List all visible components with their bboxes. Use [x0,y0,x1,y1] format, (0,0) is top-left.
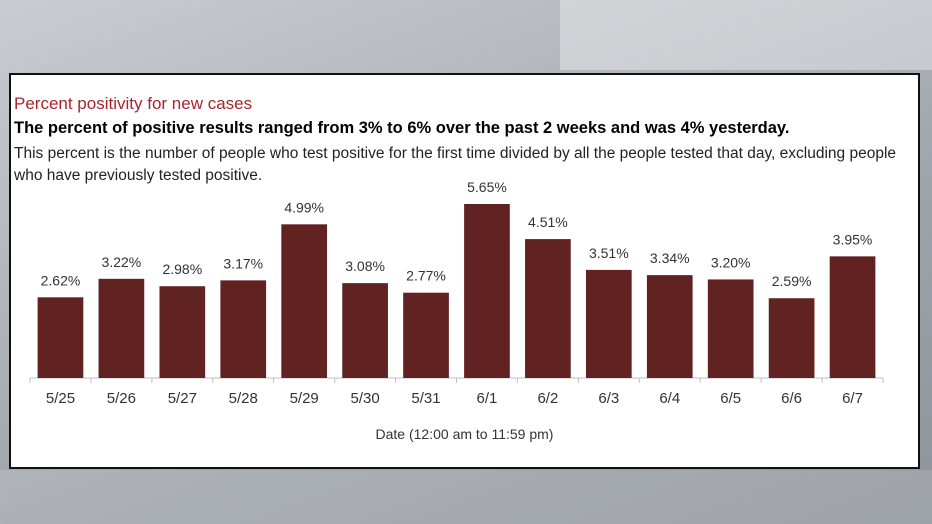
bar-6/5 [707,279,754,378]
bar-5/27 [159,286,206,378]
bar-6/4 [646,275,693,378]
x-tick-label-6/4: 6/4 [659,390,680,407]
data-label-5/27: 2.98% [162,261,202,277]
x-tick-label-6/3: 6/3 [598,390,619,407]
data-label-5/31: 2.77% [406,268,446,284]
chart-title: Percent positivity for new cases [14,94,253,113]
data-label-6/5: 3.20% [711,254,751,270]
x-tick-label-5/25: 5/25 [46,390,75,407]
bar-5/29 [281,224,328,378]
x-tick-label-5/29: 5/29 [290,390,319,407]
x-axis-label: Date (12:00 am to 11:59 pm) [375,426,554,442]
chart-panel: Percent positivity for new cases The per… [9,73,920,469]
bar-chart: 2.62% 5/25 3.22% 5/26 2.98% 5/27 3.17% 5/28 4.99… [29,179,884,407]
bar-6/6 [768,298,815,378]
data-label-5/25: 2.62% [41,272,81,288]
x-tick-label-5/31: 5/31 [411,390,440,407]
bar-5/25 [37,297,84,378]
data-label-5/26: 3.22% [102,254,142,270]
x-tick-label-6/1: 6/1 [477,390,498,407]
data-label-6/4: 3.34% [650,250,690,266]
bar-6/1 [464,204,510,378]
chart-description: This percent is the number of people who… [14,145,897,184]
x-tick-label-6/7: 6/7 [842,390,863,407]
data-label-6/1: 5.65% [467,179,507,195]
data-label-6/3: 3.51% [589,245,629,261]
data-label-5/29: 4.99% [284,199,324,215]
x-tick-label-5/30: 5/30 [351,390,380,407]
x-tick-label-5/27: 5/27 [168,390,197,407]
bar-5/28 [220,280,267,378]
chart-subtitle: The percent of positive results ranged f… [14,119,790,137]
data-label-6/2: 4.51% [528,214,568,230]
x-tick-label-6/5: 6/5 [720,390,741,407]
data-label-5/28: 3.17% [223,255,263,271]
x-tick-label-5/28: 5/28 [229,390,258,407]
background-stripe [560,0,932,70]
x-tick-label-5/26: 5/26 [107,390,136,407]
bar-5/30 [342,283,388,378]
bar-6/7 [829,256,876,378]
x-tick-label-6/6: 6/6 [781,390,802,407]
data-label-6/6: 2.59% [772,273,812,289]
bar-5/31 [403,292,449,378]
background-stripe [0,470,932,524]
x-tick-label-6/2: 6/2 [537,390,558,407]
bar-6/2 [525,239,571,378]
data-label-5/30: 3.08% [345,258,385,274]
data-label-6/7: 3.95% [833,231,873,247]
bar-6/3 [585,269,632,378]
bar-5/26 [98,278,145,378]
